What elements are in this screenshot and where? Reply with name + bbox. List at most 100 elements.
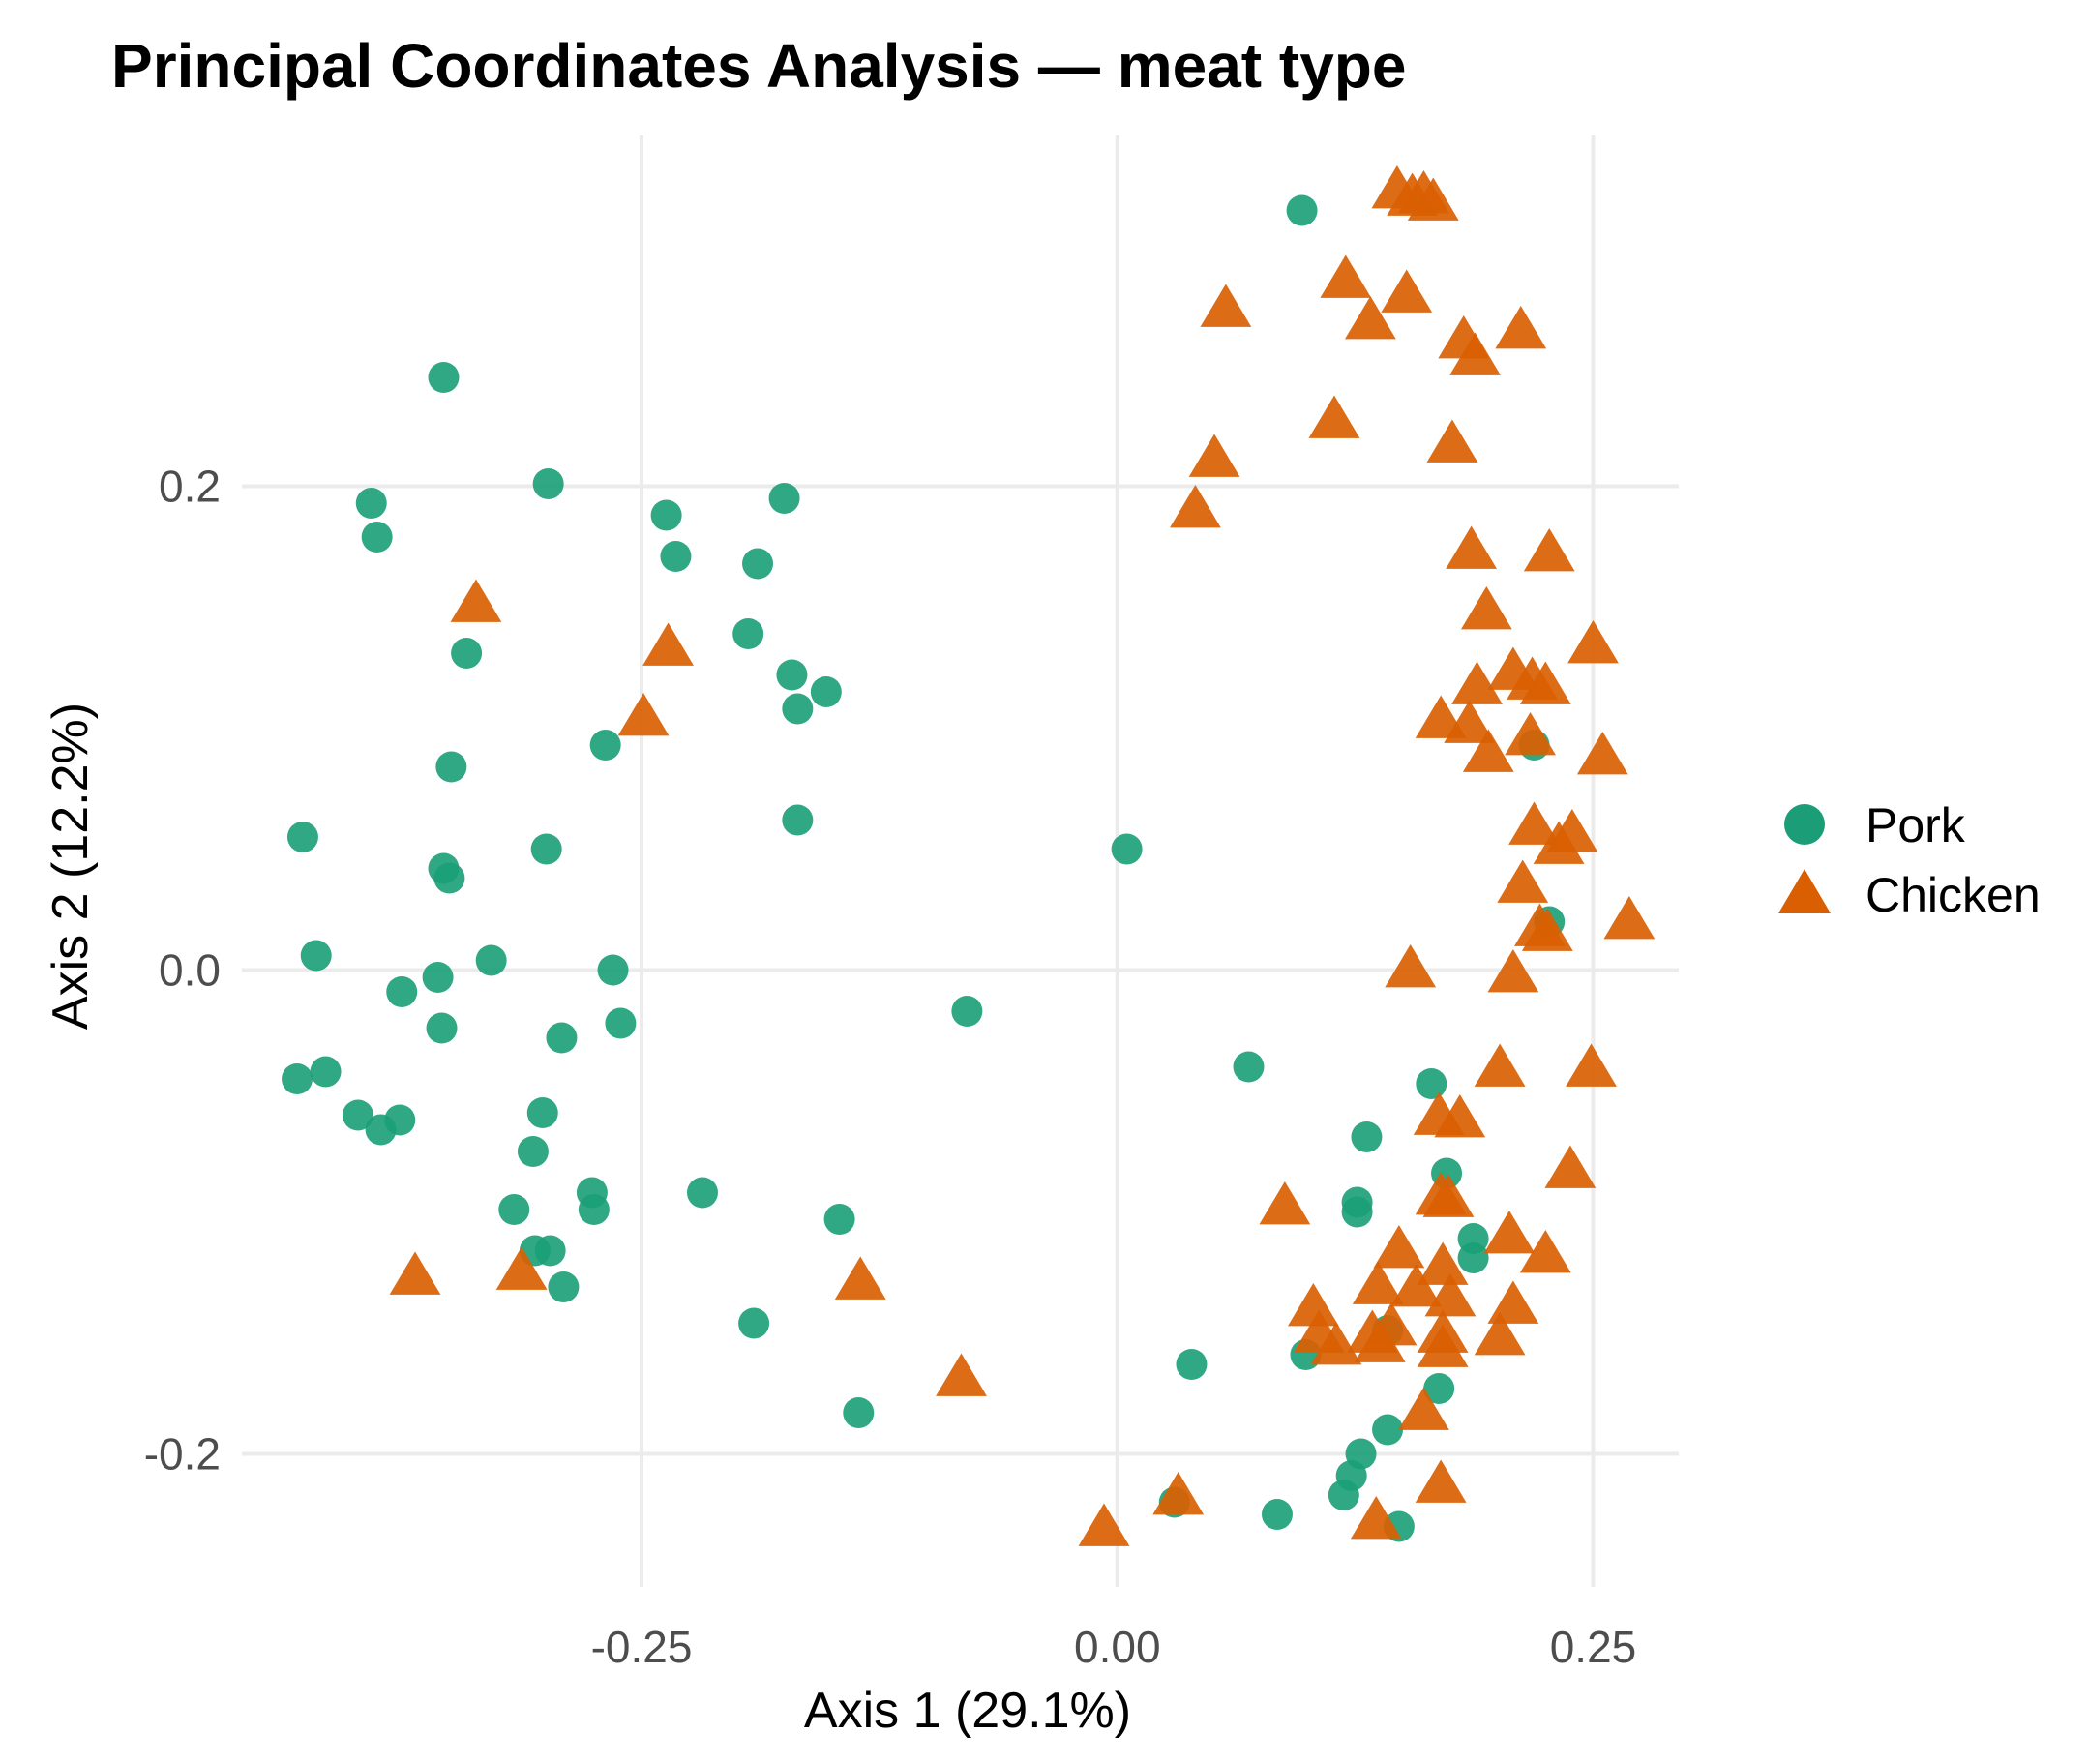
pork-point bbox=[843, 1397, 875, 1428]
series-chicken-points bbox=[389, 165, 1656, 1546]
pork-point bbox=[782, 693, 814, 725]
chicken-point bbox=[1350, 1496, 1402, 1540]
x-axis-label: Axis 1 (29.1%) bbox=[804, 1683, 1131, 1739]
chicken-point bbox=[1603, 896, 1656, 940]
chicken-point bbox=[642, 622, 694, 666]
y-tick-label: -0.2 bbox=[144, 1429, 221, 1480]
chicken-point bbox=[1385, 944, 1437, 988]
pork-point bbox=[526, 1097, 558, 1128]
chicken-point bbox=[1519, 1230, 1571, 1273]
chicken-point bbox=[1462, 729, 1514, 772]
pork-point bbox=[738, 1307, 770, 1339]
pork-point bbox=[310, 1056, 342, 1088]
y-axis-label: Axis 2 (12.2%) bbox=[43, 703, 99, 1030]
chicken-point bbox=[1152, 1472, 1205, 1515]
pork-point bbox=[422, 962, 454, 993]
chicken-point bbox=[1381, 269, 1433, 313]
chicken-point bbox=[1474, 1312, 1526, 1356]
y-tick-label: 0.0 bbox=[159, 945, 221, 996]
pork-point bbox=[782, 804, 814, 836]
chicken-point bbox=[1451, 661, 1503, 704]
chicken-point bbox=[1259, 1181, 1311, 1225]
chicken-point bbox=[1407, 177, 1459, 221]
pork-point bbox=[660, 541, 692, 572]
pork-point bbox=[342, 1099, 373, 1131]
pork-point bbox=[1286, 194, 1318, 226]
pork-point bbox=[1176, 1349, 1208, 1380]
x-tick-label: 0.00 bbox=[1074, 1622, 1161, 1672]
chicken-point bbox=[1200, 284, 1252, 327]
chicken-point bbox=[1495, 306, 1547, 349]
chicken-point bbox=[1544, 1145, 1597, 1188]
pork-point bbox=[732, 618, 764, 649]
pork-point bbox=[435, 751, 467, 783]
pork-point bbox=[1423, 1373, 1455, 1404]
chicken-point bbox=[1398, 1387, 1449, 1430]
chicken-point bbox=[1424, 1273, 1477, 1317]
pork-point bbox=[1457, 1242, 1489, 1273]
chicken-point bbox=[1354, 1319, 1406, 1362]
pork-point bbox=[1351, 1121, 1383, 1152]
x-tick-label: -0.25 bbox=[591, 1622, 693, 1672]
pork-point bbox=[532, 468, 564, 499]
chicken-point bbox=[1519, 661, 1571, 704]
chicken-point bbox=[1287, 1283, 1339, 1327]
chicken-point bbox=[1426, 419, 1478, 463]
y-axis-ticks: -0.2 0.0 0.2 bbox=[144, 462, 221, 1480]
chicken-point bbox=[1352, 1261, 1404, 1304]
chicken-point bbox=[1415, 1459, 1467, 1503]
chicken-point bbox=[389, 1251, 441, 1295]
chart-title: Principal Coordinates Analysis — meat ty… bbox=[111, 31, 1406, 101]
chicken-point bbox=[450, 579, 502, 622]
chicken-point bbox=[1483, 1211, 1536, 1254]
pork-point bbox=[530, 833, 562, 865]
chicken-point bbox=[936, 1353, 987, 1396]
chicken-point bbox=[1505, 712, 1556, 756]
pork-point bbox=[546, 1022, 578, 1054]
chicken-point bbox=[1460, 586, 1512, 630]
pork-point bbox=[475, 944, 507, 976]
chicken-point bbox=[1444, 700, 1496, 743]
pork-point bbox=[1233, 1051, 1265, 1083]
pork-point bbox=[282, 1063, 313, 1094]
pork-point bbox=[686, 1177, 718, 1209]
chicken-point bbox=[1078, 1503, 1130, 1546]
pork-point bbox=[1416, 1068, 1447, 1099]
chicken-point bbox=[1390, 1264, 1442, 1307]
x-axis-ticks: -0.25 0.00 0.25 bbox=[591, 1622, 1637, 1672]
chicken-point bbox=[834, 1256, 886, 1300]
pork-point bbox=[428, 362, 460, 393]
chicken-point bbox=[1566, 1043, 1617, 1087]
pork-point bbox=[361, 522, 393, 553]
pork-point bbox=[650, 499, 682, 531]
pork-point bbox=[365, 1114, 397, 1146]
pork-point bbox=[810, 676, 842, 707]
legend-chicken-marker bbox=[1778, 869, 1831, 913]
chicken-point bbox=[495, 1246, 548, 1290]
pork-point bbox=[823, 1204, 855, 1235]
pork-point bbox=[355, 488, 387, 519]
chicken-point bbox=[617, 693, 670, 736]
chicken-point bbox=[1487, 1280, 1539, 1324]
pork-point bbox=[776, 659, 808, 691]
pork-point bbox=[498, 1194, 530, 1225]
chicken-point bbox=[1508, 801, 1560, 845]
pork-point bbox=[517, 1136, 549, 1167]
pork-point bbox=[1328, 1480, 1359, 1510]
pork-point bbox=[597, 954, 629, 986]
chicken-point bbox=[1567, 620, 1619, 664]
pork-point bbox=[768, 483, 800, 514]
chicken-point bbox=[1576, 732, 1628, 775]
legend-pork-label: Pork bbox=[1865, 798, 1966, 852]
legend: Pork Chicken bbox=[1778, 798, 2041, 922]
chicken-point bbox=[1487, 949, 1539, 993]
pork-point bbox=[548, 1271, 580, 1302]
chicken-point bbox=[1533, 821, 1585, 864]
pork-point bbox=[286, 822, 318, 852]
chicken-point bbox=[1308, 395, 1360, 438]
pork-point bbox=[300, 940, 332, 972]
chicken-point bbox=[1320, 254, 1372, 298]
x-tick-label: 0.25 bbox=[1550, 1622, 1637, 1672]
pork-point bbox=[386, 976, 418, 1007]
